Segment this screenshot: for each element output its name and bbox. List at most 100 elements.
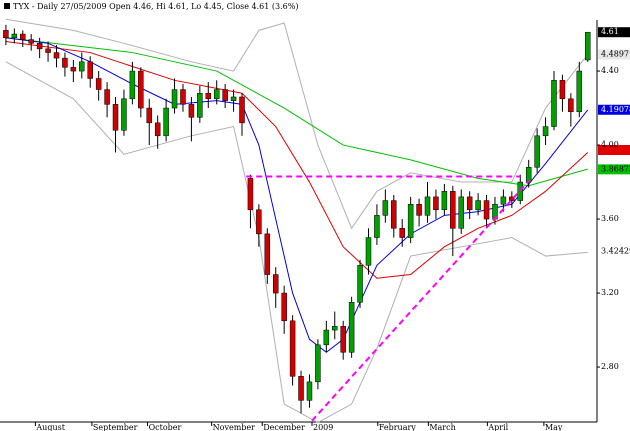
candle-body <box>576 70 583 113</box>
candle-body <box>281 292 287 322</box>
candle-body <box>450 191 456 229</box>
y-tick-label: 3.60 <box>601 214 619 223</box>
chart-title: TYX - Daily 27/05/2009 Open 4.46, Hi 4.6… <box>13 2 298 11</box>
moving-average <box>5 37 588 187</box>
candle-body <box>348 302 355 353</box>
x-tick-label: 2009 <box>313 423 333 431</box>
candle-body <box>222 89 228 101</box>
value-label: 4.48971 <box>601 49 630 58</box>
candle-body <box>416 204 422 216</box>
candle-body <box>365 237 372 266</box>
candle-body <box>534 135 540 168</box>
candle-body <box>391 200 397 229</box>
candle-body <box>121 98 127 131</box>
x-tick-label: April <box>487 423 508 431</box>
candle-body <box>205 93 212 100</box>
candle-body <box>441 191 448 211</box>
candle-body <box>28 39 34 44</box>
candle-body <box>551 80 557 127</box>
candle-body <box>129 70 136 100</box>
candle-body <box>264 233 271 275</box>
candle-body <box>323 329 330 346</box>
candle-body <box>466 196 473 211</box>
candle-body <box>104 89 110 105</box>
candle-body <box>256 209 262 235</box>
x-tick-label: September <box>93 423 138 431</box>
candle-body <box>3 30 9 39</box>
candle-body <box>45 48 51 53</box>
candle-body <box>272 274 279 294</box>
candle-body <box>11 33 18 39</box>
candle-body <box>146 107 152 124</box>
candle-body <box>163 107 169 137</box>
x-tick-label: May <box>545 423 563 431</box>
candle-body <box>230 96 237 101</box>
y-tick-label: 3.20 <box>601 288 619 297</box>
candle-body <box>239 96 245 124</box>
candle-body <box>340 326 346 353</box>
candle-body <box>188 104 195 118</box>
candle-body <box>306 381 313 401</box>
value-label-box <box>598 246 630 257</box>
candle-body <box>509 196 515 201</box>
x-tick-label: August <box>35 423 65 431</box>
candle-body <box>433 196 439 211</box>
candle-body <box>298 376 304 401</box>
candle-body <box>95 78 102 90</box>
candle-body <box>197 93 203 118</box>
candle-body <box>53 52 60 59</box>
x-tick-label: November <box>213 423 256 431</box>
candle-body <box>247 178 254 211</box>
candle-body <box>213 89 220 100</box>
candle-body <box>87 61 93 79</box>
value-label-box <box>598 104 630 115</box>
x-tick-label: December <box>263 423 305 431</box>
moving-average <box>5 37 589 353</box>
candle-body <box>357 265 363 303</box>
x-tick-label: October <box>149 423 182 431</box>
candle-body <box>289 320 296 377</box>
y-tick-label: 4.40 <box>601 66 619 75</box>
moving-average <box>5 18 589 230</box>
candle-body <box>70 67 77 72</box>
candle-body <box>584 31 591 61</box>
y-tick-label: 4.00 <box>601 140 619 149</box>
candle-body <box>559 80 566 100</box>
value-label: 4.61 <box>601 27 619 36</box>
candle-body <box>332 326 338 331</box>
candle-body <box>180 89 186 105</box>
x-tick-label: March <box>429 423 455 431</box>
candle-body <box>36 43 43 50</box>
candle-body <box>20 33 26 40</box>
candle-body <box>483 200 490 220</box>
trendline <box>311 179 531 422</box>
moving-average <box>5 61 588 424</box>
candle-body <box>407 204 414 238</box>
x-tick-label: February <box>379 423 417 431</box>
candle-body <box>542 126 549 137</box>
candle-body <box>475 200 481 211</box>
value-label: 3.42429 <box>601 247 630 256</box>
y-tick-label: 2.80 <box>601 362 619 371</box>
candle-body <box>138 70 144 109</box>
candle-body <box>424 196 431 216</box>
candle-body <box>399 228 405 238</box>
ma-label-box <box>598 145 630 155</box>
candle-body <box>79 61 85 72</box>
candle-body <box>154 122 161 137</box>
candle-body <box>171 89 178 109</box>
candle-body <box>315 344 321 383</box>
value-label-box <box>598 49 630 60</box>
candle-body <box>382 200 389 216</box>
candle-body <box>112 104 119 131</box>
candle-body <box>62 57 68 68</box>
candle-body <box>568 98 574 113</box>
value-label: 4.19078 <box>601 105 630 114</box>
value-label-box <box>598 164 630 175</box>
candle-body <box>374 215 380 238</box>
candle-body <box>458 196 464 229</box>
value-label-box <box>598 27 630 38</box>
